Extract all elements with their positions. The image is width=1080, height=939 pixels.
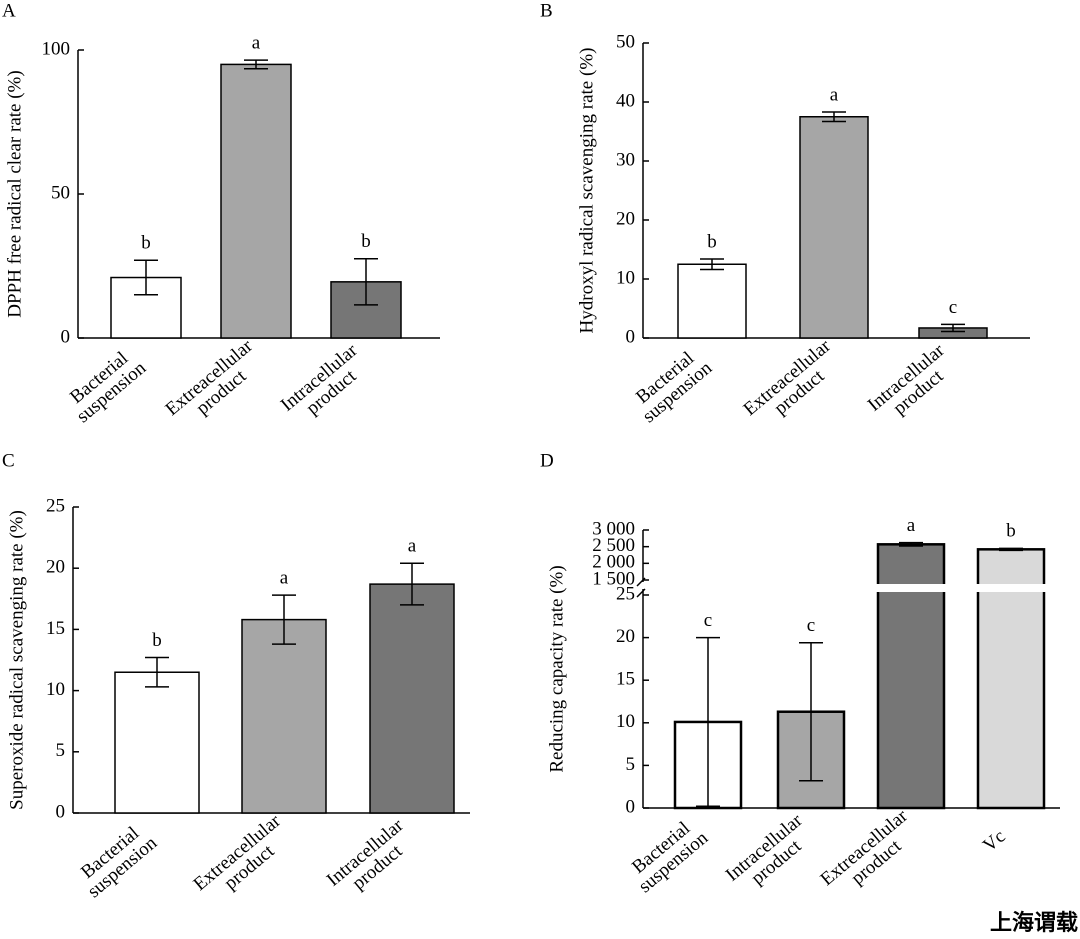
bar [114, 671, 200, 814]
y-tick-label: 10 [616, 711, 635, 732]
watermark: 上海谓载 [990, 910, 1078, 936]
significance-label: c [949, 297, 957, 318]
significance-label: b [361, 231, 371, 252]
bar [369, 583, 455, 814]
y-tick-label: 10 [616, 267, 635, 288]
significance-label: a [408, 536, 417, 557]
significance-label: b [707, 231, 717, 252]
y-axis-label: Hydroxyl radical scavenging rate (%) [576, 48, 597, 334]
y-tick-label: 3 000 [592, 518, 635, 539]
y-tick-label: 25 [616, 583, 635, 604]
y-tick-label: 5 [56, 740, 66, 761]
y-tick-label: 40 [616, 90, 635, 111]
bar-break [975, 584, 1047, 592]
y-tick-label: 0 [56, 801, 66, 822]
significance-label: a [830, 84, 839, 105]
y-tick-label: 5 [626, 754, 636, 775]
bar [876, 543, 946, 810]
significance-label: c [704, 610, 712, 631]
bar-break [875, 584, 947, 592]
y-axis-label: Superoxide radical scavenging rate (%) [6, 510, 27, 810]
y-tick-label: 100 [42, 38, 71, 59]
y-tick-label: 50 [616, 31, 635, 52]
y-axis-label: DPPH free radical clear rate (%) [4, 70, 25, 317]
panel-label: A [2, 0, 16, 21]
panel-label: C [2, 450, 15, 471]
y-tick-label: 2 000 [592, 552, 635, 573]
y-tick-label: 2 500 [592, 535, 635, 556]
y-tick-label: 30 [616, 149, 635, 170]
significance-label: b [152, 630, 162, 651]
significance-label: b [1006, 521, 1016, 542]
y-tick-label: 1 500 [592, 568, 635, 589]
bar [677, 263, 747, 339]
bar [976, 548, 1046, 810]
y-tick-label: 20 [616, 208, 635, 229]
bar [220, 63, 292, 339]
y-axis-label: Reducing capacity rate (%) [546, 565, 567, 772]
y-tick-label: 10 [46, 679, 65, 700]
bar [799, 116, 869, 339]
significance-label: a [907, 515, 916, 536]
y-tick-label: 0 [626, 326, 636, 347]
axis-break [636, 588, 646, 598]
panel-label: D [540, 450, 554, 471]
x-tick-label: Vc [979, 826, 1009, 856]
y-tick-label: 15 [46, 618, 65, 639]
panel-label: B [540, 0, 553, 21]
y-tick-label: 0 [626, 796, 636, 817]
significance-label: a [280, 567, 289, 588]
y-tick-label: 0 [61, 326, 71, 347]
significance-label: b [141, 233, 151, 254]
significance-label: a [252, 32, 261, 53]
y-tick-label: 20 [616, 626, 635, 647]
y-tick-label: 25 [46, 495, 65, 516]
y-tick-label: 20 [46, 557, 65, 578]
y-tick-label: 50 [51, 182, 70, 203]
axis-break [636, 577, 646, 587]
y-tick-label: 15 [616, 669, 635, 690]
significance-label: c [807, 615, 815, 636]
bar [241, 618, 327, 814]
